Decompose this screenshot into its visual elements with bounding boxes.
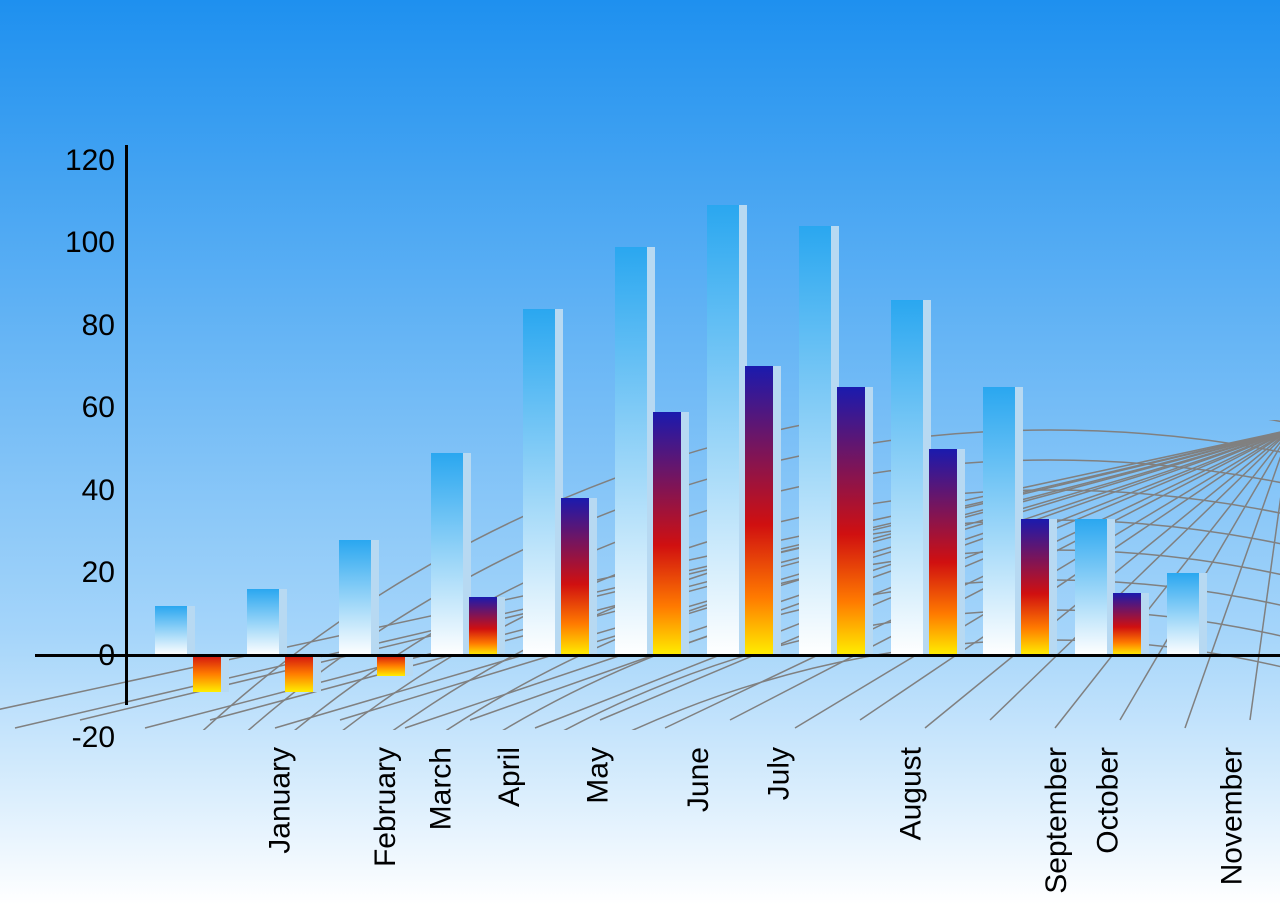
series2-bar	[285, 655, 313, 692]
y-tick-label: 60	[35, 391, 115, 425]
x-tick-label: April	[493, 747, 527, 807]
series1-bar	[891, 300, 923, 655]
series2-bar	[561, 498, 589, 655]
x-tick-label: October	[1092, 747, 1126, 854]
series1-bar	[155, 606, 187, 656]
series2-bar	[469, 597, 497, 655]
x-tick-label: August	[894, 747, 928, 840]
series2-bar	[193, 655, 221, 692]
series2-bar	[377, 655, 405, 676]
series1-bar	[339, 540, 371, 656]
y-tick-label: 40	[35, 474, 115, 508]
monthly-bar-chart: -20020406080100120JanuaryFebruaryMarchAp…	[0, 0, 1280, 905]
series1-bar	[1167, 573, 1199, 656]
y-tick-label: 100	[35, 226, 115, 260]
series2-bar	[1021, 519, 1049, 655]
y-tick-label: 80	[35, 309, 115, 343]
series2-bar	[745, 366, 773, 655]
x-tick-label: November	[1215, 747, 1249, 885]
series1-bar	[523, 309, 555, 656]
x-tick-label: July	[762, 747, 796, 800]
y-tick-label: 120	[35, 144, 115, 178]
series1-bar	[247, 589, 279, 655]
series2-bar	[837, 387, 865, 655]
series1-bar	[707, 205, 739, 655]
y-tick-label: -20	[35, 721, 115, 755]
x-axis-line	[35, 654, 1280, 657]
series1-bar	[431, 453, 463, 655]
series2-bar	[653, 412, 681, 655]
series2-bar	[1113, 593, 1141, 655]
series1-bar	[983, 387, 1015, 655]
x-tick-label: February	[369, 747, 403, 867]
series1-bar	[1075, 519, 1107, 655]
x-tick-label: September	[1040, 747, 1074, 894]
series1-bar	[799, 226, 831, 655]
series1-bar	[615, 247, 647, 655]
x-tick-label: May	[582, 747, 616, 804]
x-tick-label: March	[424, 747, 458, 830]
x-tick-label: January	[264, 747, 298, 854]
series2-bar	[929, 449, 957, 655]
y-tick-label: 20	[35, 556, 115, 590]
x-tick-label: June	[682, 747, 716, 812]
y-axis-line	[125, 145, 128, 705]
